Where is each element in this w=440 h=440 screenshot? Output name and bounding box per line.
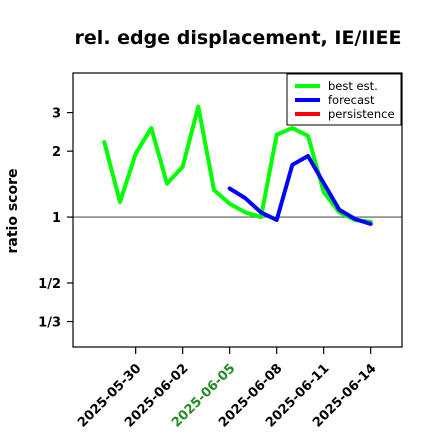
chart-title: rel. edge displacement, IE/IIEE bbox=[75, 27, 402, 49]
plot-area bbox=[73, 104, 402, 226]
y-tick-label: 3 bbox=[52, 107, 61, 122]
legend-label: persistence bbox=[328, 107, 395, 121]
legend-label: forecast bbox=[328, 93, 375, 107]
series-line-best-est- bbox=[102, 104, 373, 224]
plot-frame bbox=[72, 72, 403, 348]
y-tick-label: 1/2 bbox=[38, 277, 61, 292]
legend-label: best est. bbox=[328, 79, 378, 93]
y-tick-label: 1/3 bbox=[38, 316, 61, 331]
y-tick-label: 1 bbox=[52, 211, 61, 226]
series-line-forecast bbox=[227, 154, 373, 226]
y-tick-label: 2 bbox=[52, 145, 61, 160]
y-axis-label: ratio score bbox=[5, 169, 21, 254]
